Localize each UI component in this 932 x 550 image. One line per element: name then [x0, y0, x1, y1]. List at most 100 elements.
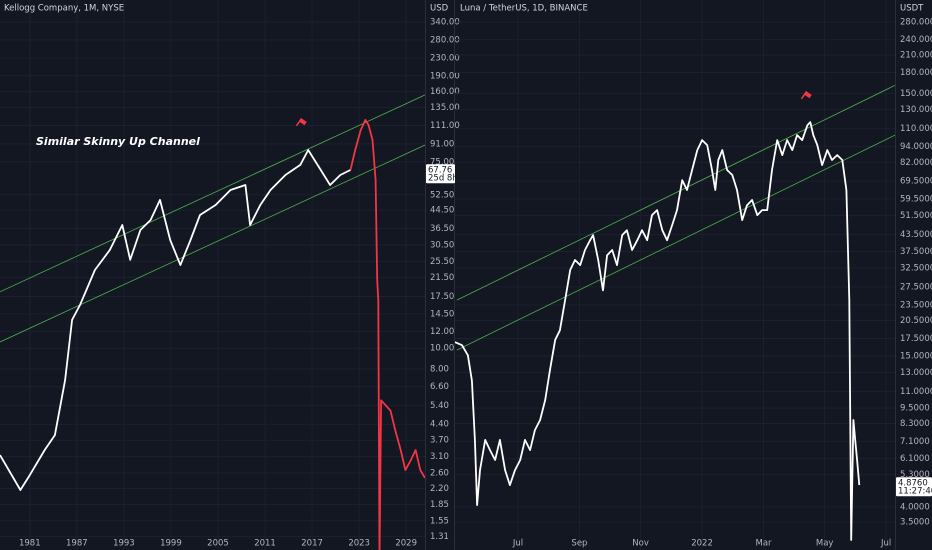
y-tick-label: 23.5000: [900, 300, 932, 310]
y-tick-label: 7.1000: [900, 437, 930, 447]
y-tick-label: 6.60: [430, 382, 449, 392]
countdown-label: 25d 8h: [428, 174, 458, 184]
x-tick-label: Sep: [571, 539, 587, 549]
y-tick-label: 36.50: [430, 224, 454, 234]
x-tick-label: 1981: [19, 539, 41, 549]
chart-title: Kellogg Company, 1M, NYSE: [4, 4, 124, 14]
y-tick-label: 17.50: [430, 292, 454, 302]
y-tick-label: 230.00: [430, 54, 460, 64]
y-tick-label: 20.5000: [900, 316, 932, 326]
y-tick-label: 44.50: [430, 206, 454, 216]
y-tick-label: 2.20: [430, 484, 449, 494]
plot-area: [455, 84, 895, 541]
y-tick-label: 32.5000: [900, 263, 932, 273]
y-tick-label: 12.00: [430, 327, 454, 337]
last-price-box: [426, 164, 455, 184]
y-tick-label: 130.0000: [900, 105, 932, 115]
y-tick-label: 1.55: [430, 516, 449, 526]
trendline: [0, 94, 425, 293]
last-price-box: [896, 477, 932, 497]
chart-title: Luna / TetherUS, 1D, BINANCE: [460, 4, 588, 14]
y-tick-label: 160.00: [430, 87, 460, 97]
y-tick-label: 8.3000: [900, 419, 930, 429]
y-tick-label: 25.50: [430, 257, 454, 267]
y-tick-label: 135.00: [430, 103, 460, 113]
y-tick-label: 1.85: [430, 500, 449, 510]
y-tick-label: 280.0000: [900, 18, 932, 28]
price-line: [455, 121, 861, 541]
x-tick-label: 2022: [691, 539, 713, 549]
countdown-label: 11:27:40: [898, 487, 932, 497]
y-tick-label: 59.5000: [900, 194, 932, 204]
y-tick-label: 4.0000: [900, 502, 930, 512]
last-price-label: 67.76: [428, 166, 452, 176]
y-tick-label: 6.1000: [900, 454, 930, 464]
x-tick-label: 2005: [207, 539, 229, 549]
y-tick-label: 280.00: [430, 35, 460, 45]
x-tick-label: 1987: [66, 539, 88, 549]
y-tick-label: 37.5000: [900, 247, 932, 257]
trendline: [0, 144, 425, 343]
y-tick-label: 27.5000: [900, 282, 932, 292]
x-tick-label: 2023: [348, 539, 370, 549]
y-tick-label: 75.00: [430, 157, 454, 167]
x-tick-label: Jul: [512, 539, 523, 549]
y-tick-label: 15.0000: [900, 352, 932, 362]
y-tick-label: 69.5000: [900, 177, 932, 187]
trendline: [456, 134, 895, 351]
y-tick-label: 14.50: [430, 309, 454, 319]
y-tick-label: 190.00: [430, 71, 460, 81]
x-tick-label: 2017: [301, 539, 323, 549]
y-tick-label: 91.00: [430, 139, 454, 149]
y-tick-label: 11.0000: [900, 387, 932, 397]
y-tick-label: 3.70: [430, 436, 449, 446]
y-tick-label: 52.50: [430, 190, 454, 200]
y-tick-label: 111.00: [430, 121, 460, 131]
annotation: Similar Skinny Up Channel: [36, 135, 200, 148]
y-tick-label: 3.5000: [900, 518, 930, 528]
x-tick-label: Mar: [756, 539, 773, 549]
y-tick-label: 5.3000: [900, 470, 930, 480]
x-tick-label: 1993: [113, 539, 135, 549]
y-tick-label: 150.0000: [900, 89, 932, 99]
last-price-label: 4.8760: [898, 479, 928, 489]
y-tick-label: 43.5000: [900, 230, 932, 240]
y-tick-label: 10.00: [430, 344, 454, 354]
x-tick-label: 1999: [160, 539, 182, 549]
y-tick-label: 51.5000: [900, 211, 932, 221]
y-tick-label: 17.5000: [900, 334, 932, 344]
x-tick-label: Nov: [632, 539, 649, 549]
price-line: [0, 149, 351, 491]
y-tick-label: 13.0000: [900, 368, 932, 378]
price-line: [349, 119, 425, 550]
plot-area: [0, 94, 425, 550]
y-tick-label: 1.31: [430, 532, 449, 542]
y-tick-label: 340.00: [430, 17, 460, 27]
flag-icon: [295, 118, 307, 127]
x-tick-label: 2011: [254, 539, 276, 549]
x-tick-label: 2029: [395, 539, 417, 549]
y-tick-label: 94.0000: [900, 142, 932, 152]
trendline: [456, 84, 895, 301]
y-tick-label: 2.60: [430, 468, 449, 478]
y-tick-label: 180.0000: [900, 68, 932, 78]
y-tick-label: 8.00: [430, 364, 449, 374]
y-tick-label: 210.0000: [900, 50, 932, 60]
y-tick-label: 3.10: [430, 452, 449, 462]
y-tick-label: 4.40: [430, 420, 449, 430]
y-tick-label: 240.0000: [900, 35, 932, 45]
y-tick-label: 110.0000: [900, 124, 932, 134]
y-tick-label: 21.50: [430, 273, 454, 283]
y-tick-label: 5.40: [430, 401, 449, 411]
y-unit: USD: [430, 4, 449, 14]
y-tick-label: 9.5000: [900, 404, 930, 414]
y-unit: USDT: [900, 4, 924, 14]
flag-icon: [800, 91, 812, 100]
x-tick-label: May: [816, 539, 834, 549]
y-tick-label: 30.50: [430, 241, 454, 251]
y-tick-label: 82.0000: [900, 158, 932, 168]
x-tick-label: Jul: [880, 539, 891, 549]
